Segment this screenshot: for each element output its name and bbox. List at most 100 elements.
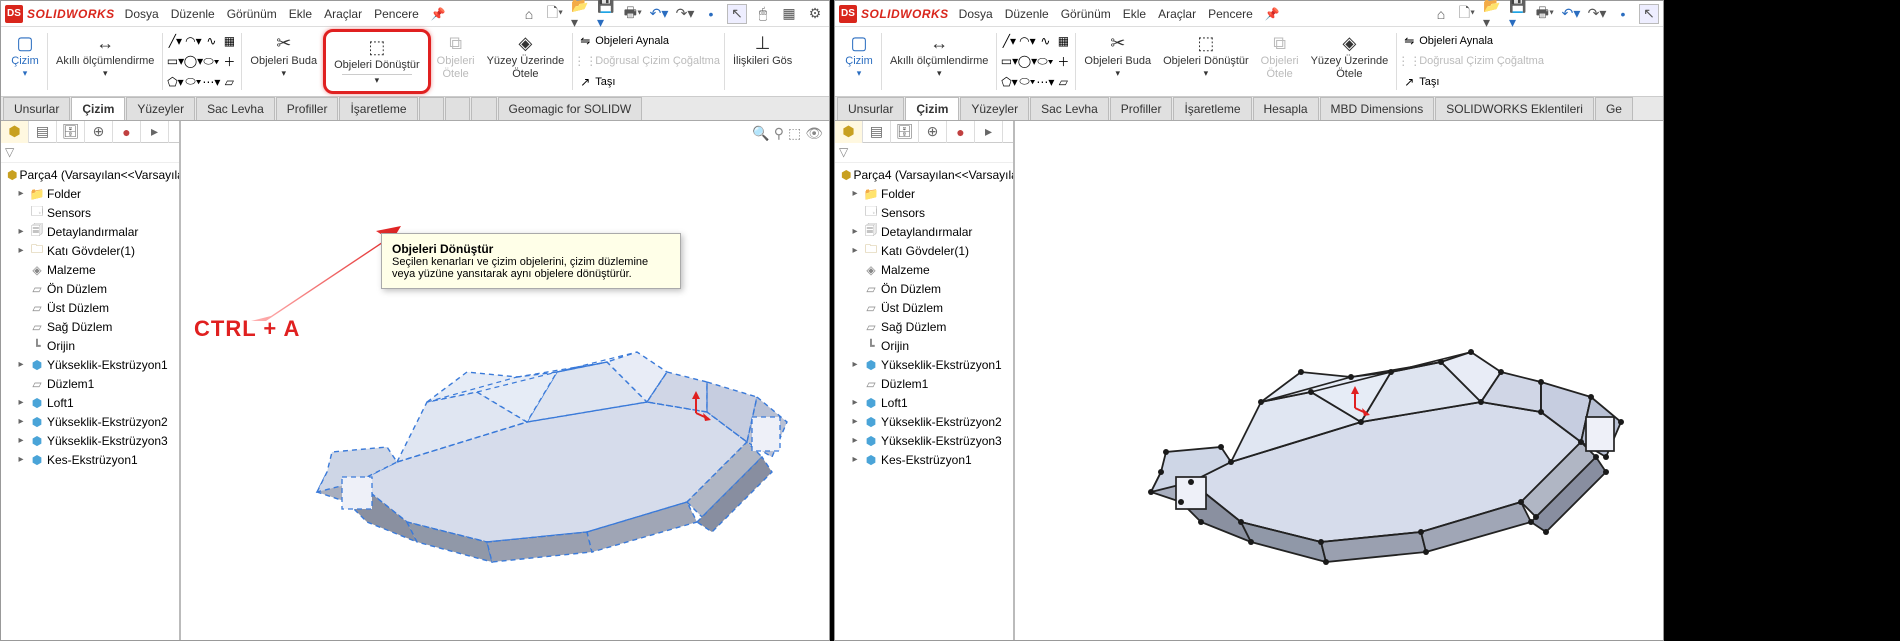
tree-tab-dim-icon[interactable]: ⊕ [919, 121, 947, 143]
tree-item[interactable]: ▸ 📁 Folder [835, 184, 1013, 203]
tree-item[interactable]: ▱ Sağ Düzlem [835, 317, 1013, 336]
tree-tab-features-icon[interactable]: ⬢ [1, 121, 29, 143]
tree-item[interactable]: ▸ ⬢ Yükseklik-Ekstrüzyon2 [1, 412, 179, 431]
tree-item[interactable]: ▱ Sağ Düzlem [1, 317, 179, 336]
expand-icon[interactable]: ▸ [15, 245, 27, 256]
tab-yüzeyler[interactable]: Yüzeyler [126, 97, 195, 120]
tree-item[interactable]: ▸ ⬢ Yükseklik-Ekstrüzyon1 [1, 355, 179, 374]
tab-unsurlar[interactable]: Unsurlar [3, 97, 70, 120]
tree-item[interactable]: ▸ ⬢ Yükseklik-Ekstrüzyon3 [1, 431, 179, 450]
circle-icon[interactable]: ◯▾ [1019, 53, 1035, 69]
tree-tab-features-icon[interactable]: ⬢ [835, 121, 863, 143]
ellipse-icon[interactable]: ⬭▾ [203, 53, 219, 69]
tree-root[interactable]: ⬢ Parça4 (Varsayılan<<Varsayıla [1, 165, 179, 184]
tree-item[interactable]: ◈ Malzeme [1, 260, 179, 279]
poly-icon[interactable]: ⬠▾ [1001, 74, 1017, 90]
expand-icon[interactable]: ▸ [15, 397, 27, 408]
new-icon[interactable]: 🗋▾ [1457, 4, 1477, 24]
convert-entities-button[interactable]: ⬚ Objeleri Dönüştür ▾ [328, 33, 426, 86]
smart-dimension-button[interactable]: ↔ Akıllı ölçümlendirme▾ [884, 29, 994, 94]
text-icon[interactable]: ▦ [1055, 33, 1071, 49]
hide-show-icon[interactable]: 👁 [805, 125, 823, 142]
plane-icon[interactable]: ▱ [221, 74, 237, 90]
move-icon[interactable]: ↗ [1401, 74, 1417, 90]
linear-pattern-icon[interactable]: ⋮⋮ [577, 53, 593, 69]
tree-item[interactable]: ▱ Düzlem1 [835, 374, 1013, 393]
tree-item[interactable]: ▸ ⬢ Loft1 [835, 393, 1013, 412]
tree-item[interactable]: ▸ ⬢ Kes-Ekstrüzyon1 [1, 450, 179, 469]
rect-icon[interactable]: ▭▾ [1001, 53, 1017, 69]
plane-icon[interactable]: ▱ [1055, 74, 1071, 90]
centerline-icon[interactable]: ⋯▾ [203, 74, 219, 90]
arc-icon[interactable]: ◠▾ [185, 33, 201, 49]
tab-çizim[interactable]: Çizim [905, 97, 959, 120]
home-icon[interactable]: ⌂ [519, 4, 539, 24]
display-relations-button[interactable]: ⊥ İlişkileri Gös [727, 29, 798, 94]
tree-item[interactable]: ◈ Malzeme [835, 260, 1013, 279]
tree-item[interactable]: ▸ 🗀 Katı Gövdeler(1) [835, 241, 1013, 260]
move-icon[interactable]: ↗ [577, 74, 593, 90]
mirror-icon[interactable]: ⇋ [1401, 33, 1417, 49]
tab-çizim[interactable]: Çizim [71, 97, 125, 120]
tab-mbd-dimensions[interactable]: MBD Dimensions [1320, 97, 1435, 120]
tree-item[interactable]: ▱ Düzlem1 [1, 374, 179, 393]
print-icon[interactable]: 🖶▾ [1535, 4, 1555, 24]
menu-insert[interactable]: Ekle [1123, 7, 1146, 21]
expand-icon[interactable]: ▸ [15, 435, 27, 446]
menu-insert[interactable]: Ekle [289, 7, 312, 21]
new-icon[interactable]: 🗋▾ [545, 4, 565, 24]
offset-entities-button[interactable]: ⧉ Objeleri Ötele [1255, 29, 1305, 94]
menu-tools[interactable]: Araçlar [1158, 7, 1196, 21]
point-icon[interactable]: ＋ [1055, 53, 1071, 69]
undo-icon[interactable]: ↶▾ [1561, 4, 1581, 24]
tree-item[interactable]: ▸ ⬢ Yükseklik-Ekstrüzyon3 [835, 431, 1013, 450]
pin-icon[interactable]: 📌 [431, 7, 446, 21]
spline-icon[interactable]: ∿ [1037, 33, 1053, 49]
smart-dimension-button[interactable]: ↔ Akıllı ölçümlendirme ▾ [50, 29, 160, 94]
mirror-icon[interactable]: ⇋ [577, 33, 593, 49]
menu-window[interactable]: Pencere [1208, 7, 1253, 21]
tab-blank[interactable] [419, 97, 444, 120]
tree-item[interactable]: ▱ Ön Düzlem [835, 279, 1013, 298]
expand-icon[interactable]: ▸ [15, 226, 27, 237]
menu-edit[interactable]: Düzenle [1005, 7, 1049, 21]
tree-item[interactable]: ▸ ⬢ Yükseklik-Ekstrüzyon2 [835, 412, 1013, 431]
expand-icon[interactable]: ▸ [15, 359, 27, 370]
slot-icon[interactable]: ⬭▾ [185, 74, 201, 90]
settings-icon[interactable]: ▦ [779, 4, 799, 24]
tree-filter[interactable]: ▽ [835, 143, 1013, 163]
open-icon[interactable]: 📂▾ [1483, 4, 1503, 24]
linear-pattern-icon[interactable]: ⋮⋮ [1401, 53, 1417, 69]
expand-icon[interactable]: ▸ [849, 188, 861, 199]
viewport-3d[interactable] [1015, 121, 1663, 640]
expand-icon[interactable]: ▸ [849, 454, 861, 465]
line-icon[interactable]: ╱▾ [167, 33, 183, 49]
tab-sac-levha[interactable]: Sac Levha [196, 97, 275, 120]
view-orient-icon[interactable]: ⚲ [774, 125, 784, 142]
text-icon[interactable]: ▦ [221, 33, 237, 49]
redo-icon[interactable]: ↷▾ [675, 4, 695, 24]
select-arrow-icon[interactable]: ↖ [1639, 4, 1659, 24]
undo-icon[interactable]: ↶▾ [649, 4, 669, 24]
expand-icon[interactable]: ▸ [849, 397, 861, 408]
redo-icon[interactable]: ↷▾ [1587, 4, 1607, 24]
tree-tab-config-icon[interactable]: 🗄 [57, 121, 85, 143]
expand-icon[interactable]: ▸ [849, 416, 861, 427]
expand-icon[interactable]: ▸ [849, 435, 861, 446]
circle-icon[interactable]: ◯▾ [185, 53, 201, 69]
sketch-button[interactable]: ▢ Çizim▾ [839, 29, 879, 94]
tree-item[interactable]: 🗔 Sensors [1, 203, 179, 222]
home-icon[interactable]: ⌂ [1431, 4, 1451, 24]
spline-icon[interactable]: ∿ [203, 33, 219, 49]
gear-icon[interactable]: ⚙ [805, 4, 825, 24]
tab-ge[interactable]: Ge [1595, 97, 1633, 120]
ellipse-icon[interactable]: ⬭▾ [1037, 53, 1053, 69]
tree-item[interactable]: ▸ ⬢ Kes-Ekstrüzyon1 [835, 450, 1013, 469]
tree-item[interactable]: ▱ Üst Düzlem [835, 298, 1013, 317]
tree-item[interactable]: ▸ 📁 Folder [1, 184, 179, 203]
arc-icon[interactable]: ◠▾ [1019, 33, 1035, 49]
tab-blank[interactable] [445, 97, 470, 120]
save-icon[interactable]: 💾▾ [1509, 4, 1529, 24]
tab-hesapla[interactable]: Hesapla [1253, 97, 1319, 120]
tab-i̇şaretleme[interactable]: İşaretleme [1173, 97, 1251, 120]
